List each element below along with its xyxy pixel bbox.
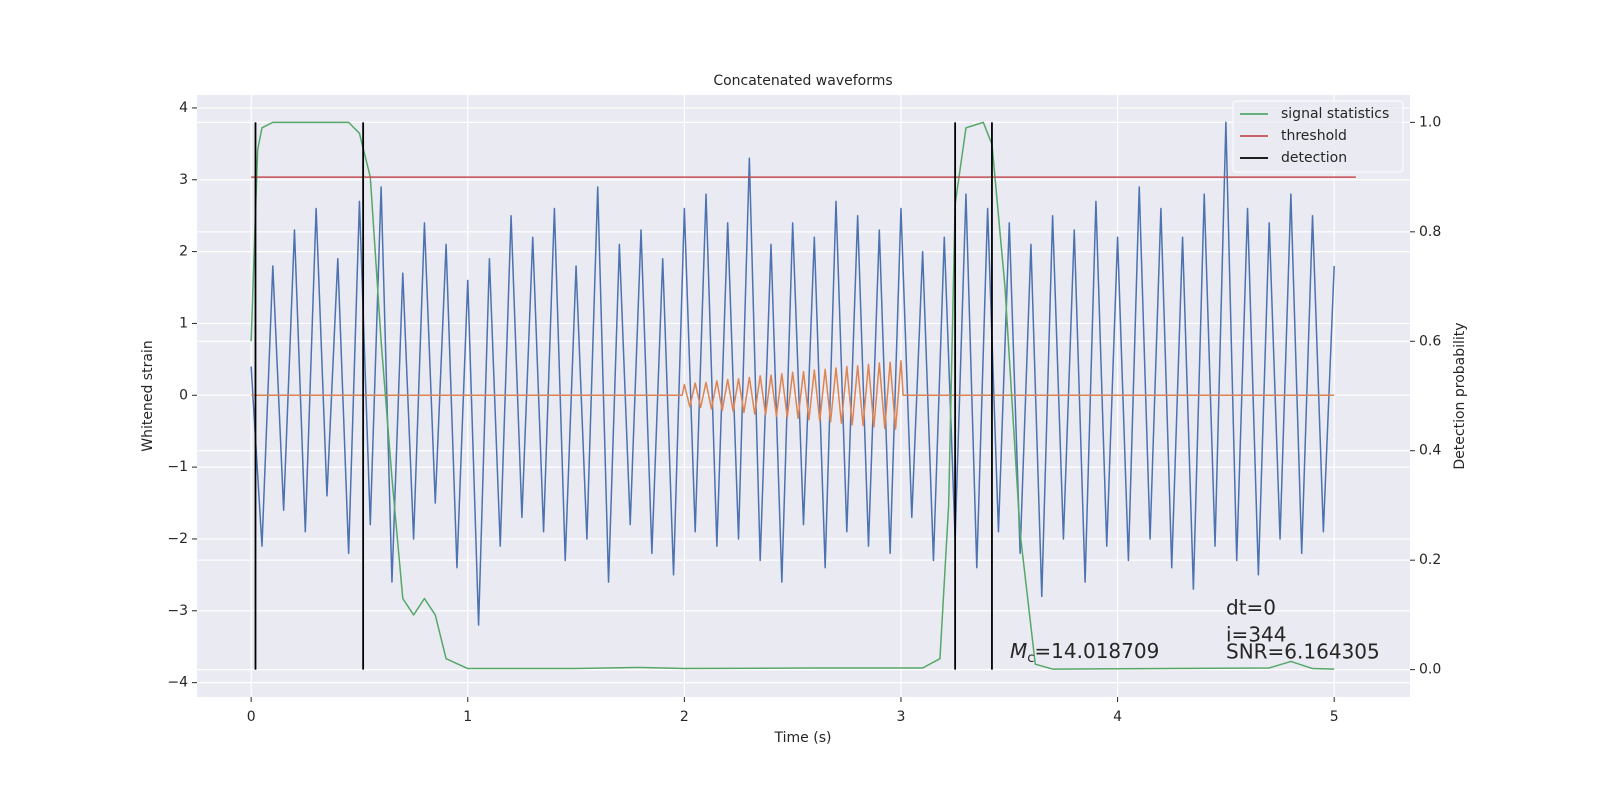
legend-label: detection xyxy=(1281,150,1347,166)
y2-tick-label: 0.0 xyxy=(1419,662,1441,678)
y-tick-label: 1 xyxy=(179,315,188,331)
x-tick-label: 2 xyxy=(680,709,689,725)
y-tick-label: −3 xyxy=(167,603,188,619)
legend-label: threshold xyxy=(1281,128,1347,144)
annotation: Mc=14.018709 xyxy=(1010,639,1159,666)
annotation-value: =14.018709 xyxy=(1034,639,1159,663)
y2-tick-label: 0.6 xyxy=(1419,333,1441,349)
x-tick-label: 0 xyxy=(247,709,256,725)
x-axis-label: Time (s) xyxy=(774,730,832,746)
y2-tick-label: 1.0 xyxy=(1419,114,1441,130)
y-axis-label: Whitened strain xyxy=(140,340,156,451)
annotation: i=344 xyxy=(1226,623,1287,647)
y-tick-label: 0 xyxy=(179,387,188,403)
y2-tick-label: 0.4 xyxy=(1419,443,1441,459)
y-tick-label: 2 xyxy=(179,244,188,260)
annotation: SNR=6.164305 xyxy=(1226,640,1380,664)
y-tick-label: 4 xyxy=(179,100,188,116)
legend: signal statistics threshold detection xyxy=(1232,100,1404,173)
y2-tick-label: 0.2 xyxy=(1419,552,1441,568)
annotation-symbol: M xyxy=(1010,639,1027,663)
x-tick-label: 1 xyxy=(463,709,472,725)
y-tick-label: −4 xyxy=(167,675,188,691)
series-line xyxy=(250,121,1335,626)
y-tick-label: −2 xyxy=(167,531,188,547)
y2-axis-label: Detection probability xyxy=(1452,322,1468,469)
legend-box xyxy=(1232,100,1404,173)
chart-title: Concatenated waveforms xyxy=(713,73,892,89)
series-line xyxy=(250,121,1335,670)
y-tick-label: 3 xyxy=(179,172,188,188)
y2-tick-label: 0.8 xyxy=(1419,224,1441,240)
y-tick-label: −1 xyxy=(167,459,188,475)
x-tick-label: 3 xyxy=(897,709,906,725)
x-tick-label: 4 xyxy=(1113,709,1122,725)
annotation: dt=0 xyxy=(1226,596,1276,620)
x-tick-label: 5 xyxy=(1330,709,1339,725)
legend-label: signal statistics xyxy=(1281,106,1389,122)
annotation-subscript: c xyxy=(1027,651,1034,666)
series-line xyxy=(251,360,1335,430)
